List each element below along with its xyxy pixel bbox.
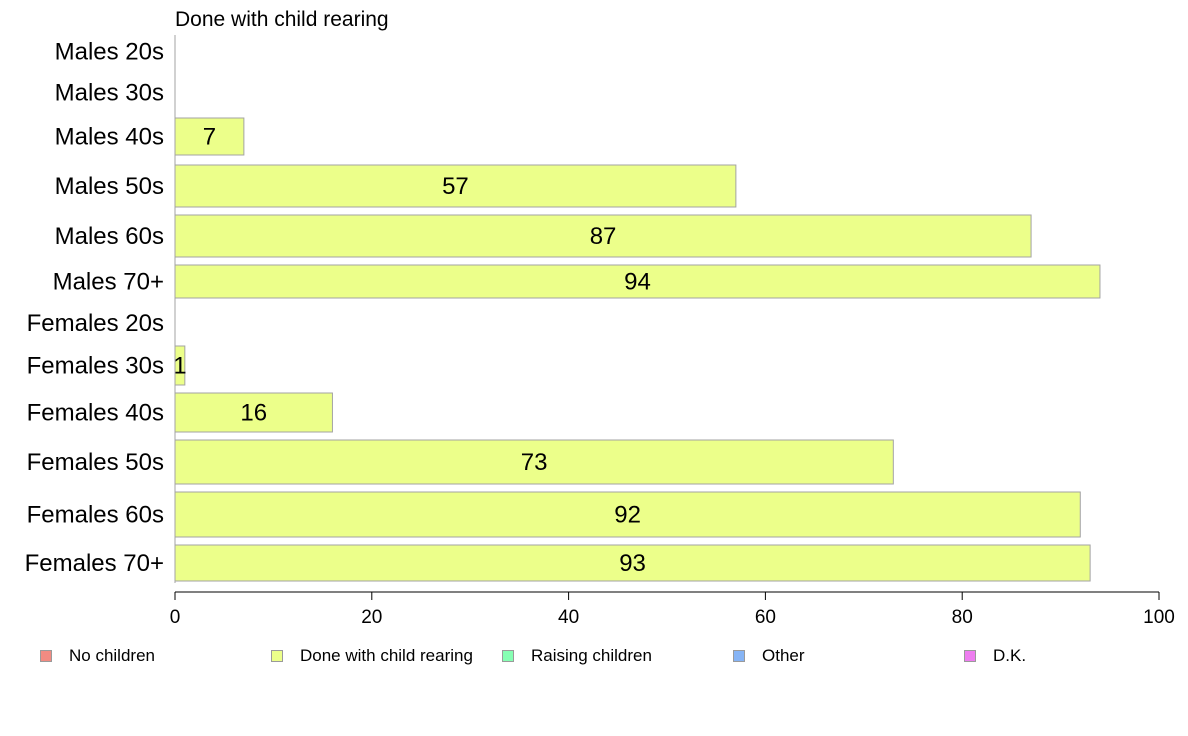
chart-title: Done with child rearing bbox=[175, 8, 389, 31]
bar-males-50s bbox=[174, 164, 737, 208]
category-label-females-60s: Females 60s bbox=[27, 502, 164, 529]
category-label-males-60s: Males 60s bbox=[55, 223, 164, 250]
legend-item-raising-children: Raising children bbox=[502, 645, 652, 667]
x-tick-label-40: 40 bbox=[558, 607, 579, 628]
category-label-males-40s: Males 40s bbox=[55, 124, 164, 151]
bar-females-50s bbox=[174, 439, 894, 485]
category-label-males-20s: Males 20s bbox=[55, 39, 164, 66]
bar-males-70 bbox=[174, 264, 1101, 299]
data-label-females-30s: 1 bbox=[173, 353, 186, 380]
data-label-females-60s: 92 bbox=[614, 502, 641, 529]
category-label-females-20s: Females 20s bbox=[27, 310, 164, 337]
legend-swatch-other bbox=[733, 650, 745, 662]
x-tick-label-20: 20 bbox=[361, 607, 382, 628]
category-label-males-70: Males 70+ bbox=[53, 269, 164, 296]
data-label-males-40s: 7 bbox=[203, 124, 216, 151]
bar-females-60s bbox=[174, 491, 1081, 538]
legend-label: No children bbox=[69, 646, 155, 665]
x-tick-label-0: 0 bbox=[170, 607, 181, 628]
legend-label: Other bbox=[762, 646, 805, 665]
legend-swatch-no-children bbox=[40, 650, 52, 662]
legend-item-no-children: No children bbox=[40, 645, 155, 667]
data-label-females-70: 93 bbox=[619, 550, 646, 577]
legend: No children Done with child rearing Rais… bbox=[0, 645, 1188, 669]
legend-swatch-done-with-child-rearing bbox=[271, 650, 283, 662]
category-label-females-40s: Females 40s bbox=[27, 400, 164, 427]
bar-females-40s bbox=[174, 392, 333, 433]
legend-label: D.K. bbox=[993, 646, 1027, 665]
data-label-males-70: 94 bbox=[624, 269, 651, 296]
legend-label: Raising children bbox=[531, 646, 652, 665]
bar-females-70 bbox=[174, 544, 1091, 582]
legend-item-other: Other bbox=[733, 645, 805, 667]
data-label-females-40s: 16 bbox=[240, 400, 267, 427]
bar-males-40s bbox=[174, 117, 245, 156]
legend-item-dk: D.K. bbox=[964, 645, 1026, 667]
data-label-males-60s: 87 bbox=[590, 223, 617, 250]
legend-label: Done with child rearing bbox=[300, 646, 473, 665]
data-label-females-50s: 73 bbox=[521, 449, 548, 476]
x-tick-label-60: 60 bbox=[755, 607, 776, 628]
legend-swatch-raising-children bbox=[502, 650, 514, 662]
category-label-females-30s: Females 30s bbox=[27, 353, 164, 380]
legend-swatch-dk bbox=[964, 650, 976, 662]
x-tick-label-80: 80 bbox=[952, 607, 973, 628]
category-label-females-50s: Females 50s bbox=[27, 449, 164, 476]
legend-item-done-with-child-rearing: Done with child rearing bbox=[271, 645, 473, 667]
data-label-males-50s: 57 bbox=[442, 173, 469, 200]
x-tick-label-100: 100 bbox=[1143, 607, 1175, 628]
category-label-females-70: Females 70+ bbox=[25, 550, 164, 577]
bar-males-60s bbox=[174, 214, 1032, 258]
category-label-males-50s: Males 50s bbox=[55, 173, 164, 200]
category-label-males-30s: Males 30s bbox=[55, 80, 164, 107]
